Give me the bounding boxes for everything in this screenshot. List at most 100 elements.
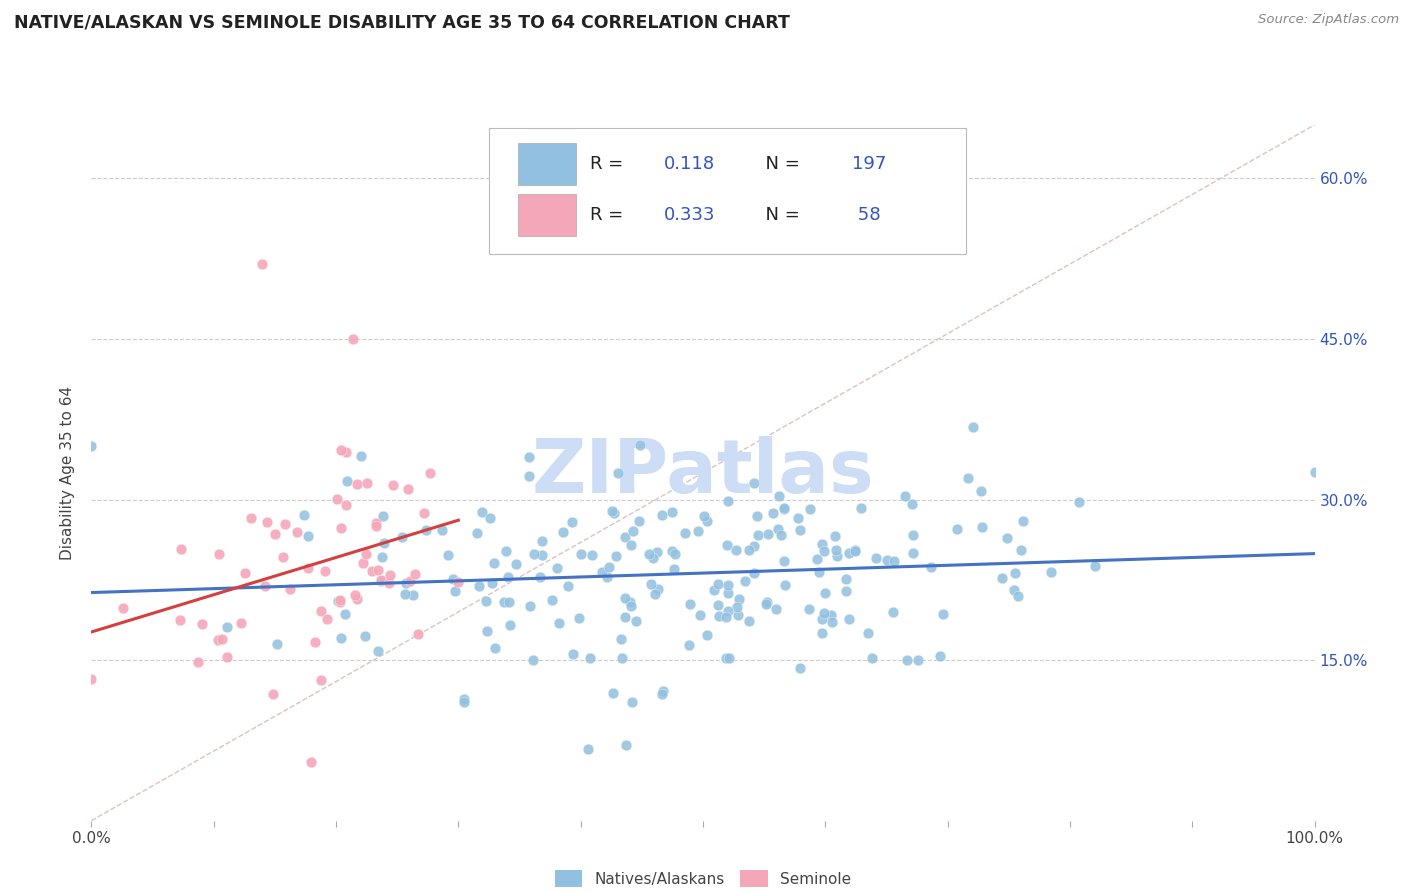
Point [579, 651, 602, 665]
Point [364, 516, 387, 530]
Point [725, 599, 748, 614]
Point [770, 528, 793, 542]
Point [717, 493, 740, 508]
Point [478, 511, 501, 525]
Point [707, 608, 730, 623]
Point [970, 519, 993, 533]
Point [314, 564, 336, 578]
Point [299, 755, 322, 769]
Point [603, 506, 626, 520]
Point [548, 616, 571, 631]
Point [621, 524, 644, 538]
FancyBboxPatch shape [489, 128, 966, 253]
FancyBboxPatch shape [519, 194, 576, 235]
Point [605, 549, 627, 563]
Point [207, 632, 229, 647]
Point [80, 672, 103, 686]
Point [1002, 582, 1025, 597]
Point [811, 612, 834, 626]
Point [838, 612, 860, 626]
Point [768, 522, 790, 536]
Point [920, 560, 942, 574]
Point [969, 483, 991, 498]
Point [606, 467, 628, 481]
Point [860, 651, 883, 665]
Point [645, 544, 668, 558]
Point [328, 594, 350, 608]
Point [1040, 565, 1063, 579]
Point [211, 632, 233, 646]
Point [366, 518, 388, 533]
Point [447, 574, 470, 589]
Point [742, 566, 765, 581]
Point [344, 589, 367, 603]
Text: NATIVE/ALASKAN VS SEMINOLE DISABILITY AGE 35 TO 64 CORRELATION CHART: NATIVE/ALASKAN VS SEMINOLE DISABILITY AG… [14, 13, 790, 31]
Text: R =: R = [591, 206, 630, 224]
Point [714, 610, 737, 624]
Text: N =: N = [755, 206, 806, 224]
Point [292, 508, 315, 522]
Point [768, 489, 790, 503]
Point [453, 695, 475, 709]
Point [647, 582, 669, 596]
Point [333, 607, 356, 621]
Point [352, 556, 374, 570]
Point [505, 557, 527, 571]
Point [661, 544, 683, 558]
Point [169, 613, 191, 627]
Point [562, 647, 585, 661]
Point [1007, 590, 1029, 604]
Point [354, 629, 377, 643]
Point [716, 651, 738, 665]
Point [727, 608, 749, 623]
Point [630, 438, 652, 452]
Point [765, 602, 787, 616]
Point [799, 602, 821, 616]
Point [398, 482, 420, 496]
Point [378, 576, 401, 591]
Point [825, 549, 848, 564]
Point [297, 560, 319, 574]
Point [391, 530, 413, 544]
Point [546, 561, 568, 575]
Point [191, 617, 214, 632]
Legend: Natives/Alaskans, Seminole: Natives/Alaskans, Seminole [548, 864, 858, 892]
Point [346, 476, 368, 491]
Point [929, 649, 952, 664]
Point [620, 538, 643, 552]
Point [498, 618, 520, 632]
Point [789, 661, 811, 675]
Point [844, 543, 866, 558]
Point [271, 550, 294, 565]
Point [522, 653, 544, 667]
Point [285, 524, 308, 539]
Point [475, 624, 498, 638]
Point [371, 509, 394, 524]
Point [496, 570, 519, 584]
Point [329, 592, 352, 607]
Point [652, 684, 675, 698]
Point [264, 526, 287, 541]
Point [304, 634, 326, 648]
Point [706, 577, 728, 591]
Point [995, 531, 1018, 545]
Point [557, 579, 579, 593]
Point [600, 504, 623, 518]
Point [621, 695, 644, 709]
Point [471, 505, 494, 519]
Point [835, 583, 858, 598]
Point [707, 598, 730, 612]
Point [745, 508, 768, 523]
Point [651, 687, 673, 701]
Point [901, 546, 924, 560]
Point [644, 587, 666, 601]
Text: R =: R = [591, 155, 630, 173]
Point [551, 524, 574, 539]
Point [755, 597, 778, 611]
Text: 0.118: 0.118 [664, 155, 716, 173]
Point [664, 547, 686, 561]
Point [742, 539, 765, 553]
Point [370, 574, 392, 588]
Point [208, 547, 231, 561]
Point [240, 511, 263, 525]
